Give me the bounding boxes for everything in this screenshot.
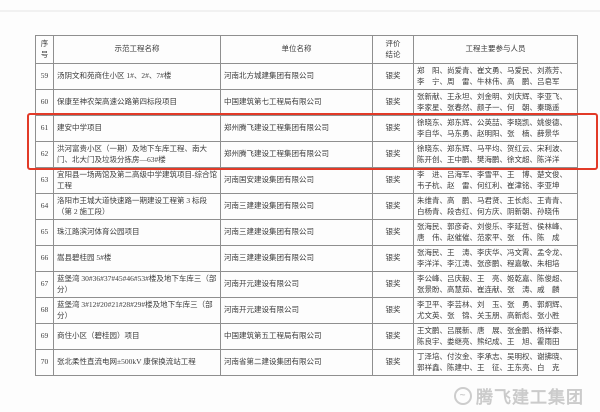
- cell-seq: 64: [35, 193, 54, 220]
- tengfei-bird-logo-icon: ~: [454, 386, 472, 405]
- cell-company: 郑州腾飞建设工程集团有限公司: [220, 115, 373, 142]
- cell-project: 洪河富贵小区（一期）及地下车库工程、南大门、北大门及垃圾分拣房—63#楼: [53, 141, 221, 168]
- cell-seq: 65: [35, 219, 54, 246]
- cell-project: 保康至神农架高速公路第四标段项目: [53, 89, 221, 116]
- cell-company: 中国建筑第五工程局有限公司: [220, 323, 373, 350]
- cell-seq: 62: [35, 141, 54, 168]
- cell-project: 建安中学项目: [53, 115, 221, 142]
- cell-people: 徐晓东、郑东辉、马平均、贺红云、宋利波、陈开创、王中鹏、樊海鹏、徐文超、陈洋洋: [413, 141, 578, 168]
- cell-result: 银奖: [372, 141, 414, 168]
- cell-result: 银奖: [372, 63, 414, 90]
- cell-seq: 59: [35, 63, 54, 90]
- cell-project: 嵩县碧桂园 5#楼: [53, 245, 221, 272]
- cell-result: 银奖: [372, 245, 414, 272]
- watermark: ~ 腾飞建工集团: [454, 383, 584, 408]
- header-cell-1: 示范工程名称: [53, 35, 221, 64]
- cell-company: 河南开元建设有限公司: [220, 297, 373, 324]
- cell-company: 郑州腾飞建设工程集团有限公司: [220, 141, 373, 168]
- cell-people: 李公峰、吕庆毅、王 亮、姬乾嘉、陈俊超、张景盼、高慧茹、崔连献、张 涛、戚 麟: [413, 271, 578, 298]
- cell-people: 朱维青、高 鹏、马君贤、王长彪、王青青、白杨青、段杏红、何方庆、阴新朝、孙晓伟: [413, 193, 578, 220]
- cell-people: 张海民、郭彦奇、刘俊乐、李延哲、侯林峰、唐 伟、赵催催、范家平、张 伟、陈 成: [413, 219, 578, 246]
- cell-project: 商住小区（碧桂园）项目: [53, 323, 221, 350]
- header-cell-2: 单位名称: [220, 35, 373, 64]
- table-row: 61 建安中学项目 郑州腾飞建设工程集团有限公司 银奖 徐晓东、郑东辉、公英喆、李晓凯、…: [35, 115, 578, 142]
- cell-result: 银奖: [372, 89, 414, 116]
- cell-people: 张新献、王永坦、刘金明、刘庆辉、李亚飞、李家星、张春然、颜子一、何 朝、秦璐遥: [413, 89, 578, 116]
- cell-result: 银奖: [372, 167, 414, 194]
- cell-seq: 68: [35, 297, 54, 324]
- header-cell-3: 评价 结论: [372, 35, 414, 64]
- cell-project: 洛阳市王城大道快速路一期建设工程第 3 标段（第 2 施工段）: [53, 193, 221, 220]
- cell-result: 银奖: [372, 271, 414, 298]
- cell-project: 珠江路滨河体育公园项目: [53, 219, 221, 246]
- cell-project: 蓝堡湾 3#12#20#21#28#29#楼及地下车库三（部分）: [53, 297, 221, 324]
- watermark-text: 腾飞建工集团: [476, 388, 584, 407]
- table-row: 69 商住小区（碧桂园）项目 中国建筑第五工程局有限公司 银奖 王文鹏、吕展新、唐 展、…: [35, 323, 578, 350]
- cell-result: 银奖: [372, 323, 414, 350]
- cell-result: 银奖: [372, 297, 414, 324]
- cell-project: 宜阳县一场两馆及第二高级中学建筑项目-综合馆工程: [53, 167, 221, 194]
- table-row: 67 蓝堡湾 30#36#37#45#46#53#楼及地下车库三（部分） 河南开元建…: [35, 271, 578, 298]
- cell-result: 银奖: [372, 193, 414, 220]
- cell-company: 中国建筑第七工程局有限公司: [220, 89, 373, 116]
- table-row: 66 嵩县碧桂园 5#楼 河南三建建设集团有限公司 银奖 张海民、王 涛、李庆华、冯文霄…: [35, 245, 578, 272]
- table-row: 64 洛阳市王城大道快速路一期建设工程第 3 标段（第 2 施工段） 河南三建建设集…: [35, 193, 578, 220]
- cell-seq: 63: [35, 167, 54, 194]
- cell-seq: 61: [35, 115, 54, 142]
- table-row: 59 汤阴文和苑商住小区 1#、2#、7#楼 河南北方城建集团有限公司 银奖郑 阳、尚…: [35, 63, 578, 90]
- projects-table: 序号 示范工程名称 单位名称 评价 结论 工程主要参与人员 59 汤阴文和苑商住小区 1#…: [35, 35, 578, 376]
- table-row: 60 保康至神农架高速公路第四标段项目 中国建筑第七工程局有限公司 银奖 张新献、王永坦…: [35, 89, 578, 116]
- scan-artifact-line: [0, 10, 600, 12]
- cell-result: 银奖: [372, 349, 414, 376]
- cell-company: 河南省第二建设集团有限公司: [220, 349, 373, 376]
- cell-project: 张北柔性直流电网±500kV 康保换流站工程: [53, 349, 221, 376]
- cell-seq: 60: [35, 89, 54, 116]
- cell-people: 李卫平、李芸林、刘 玉、张 勇、郭炯辉、尤文英、张 锦、关玉朋、高新彪、张小胜: [413, 297, 578, 324]
- cell-company: 河南三建建设集团有限公司: [220, 219, 373, 246]
- cell-people: 王文鹏、吕展新、唐 展、张金鹏、杨祥泰、陈良宇、娄继亮、熊纪成、王 旭、霍雨田: [413, 323, 578, 350]
- table-row: 62 洪河富贵小区（一期）及地下车库工程、南大门、北大门及垃圾分拣房—63#楼 郑州…: [35, 141, 578, 168]
- table-row: 65 珠江路滨河体育公园项目 河南三建建设集团有限公司 银奖 张海民、郭彦奇、刘俊乐、李…: [35, 219, 578, 246]
- cell-company: 河南开元建设有限公司: [220, 271, 373, 298]
- cell-result: 银奖: [372, 219, 414, 246]
- cell-people: 李 进、吕海军、李雪平、王 博、楚文俊、韦子杭、赵 雷、何红利、崔津铭、李亚坤: [413, 167, 578, 194]
- cell-seq: 67: [35, 271, 54, 298]
- header-cell-0: 序号: [35, 35, 54, 64]
- table-row: 68 蓝堡湾 3#12#20#21#28#29#楼及地下车库三（部分） 河南开元建设…: [35, 297, 578, 324]
- cell-people: 徐晓东、郑东辉、公英喆、李晓凯、姚俊德、李自华、马东勇、赵明阳、张 楠、薛景华: [413, 115, 578, 142]
- cell-people: 丁泽培、付汝金、李承志、吴明权、谢拂晓、郭祥鑫、陈建中、王 征、王东亮、白 克: [413, 349, 578, 376]
- cell-seq: 69: [35, 323, 54, 350]
- cell-company: 河南三建建设集团有限公司: [220, 245, 373, 272]
- cell-seq: 66: [35, 245, 54, 272]
- cell-project: 蓝堡湾 30#36#37#45#46#53#楼及地下车库三（部分）: [53, 271, 221, 298]
- cell-project: 汤阴文和苑商住小区 1#、2#、7#楼: [53, 63, 221, 90]
- cell-people: 张海民、王 涛、李庆华、冯文霄、孟令龙、李洋洋、李江涛、张彦鹏、程嘉敏、朱相培: [413, 245, 578, 272]
- table-body: 59 汤阴文和苑商住小区 1#、2#、7#楼 河南北方城建集团有限公司 银奖郑 阳、尚…: [35, 63, 578, 376]
- table-row: 63 宜阳县一场两馆及第二高级中学建筑项目-综合馆工程 河南国安建设集团有限公司 银奖…: [35, 167, 578, 194]
- cell-people: 郑 阳、尚爱青、崔文勇、马爱民、刘燕芳、李 宁、周 雷、牛林伟、高 鹏、吕皂军: [413, 63, 578, 90]
- cell-company: 河南国安建设集团有限公司: [220, 167, 373, 194]
- table-header-row: 序号 示范工程名称 单位名称 评价 结论 工程主要参与人员: [35, 35, 578, 64]
- cell-company: 河南三建建设集团有限公司: [220, 193, 373, 220]
- header-cell-4: 工程主要参与人员: [413, 35, 578, 64]
- cell-result: 银奖: [372, 115, 414, 142]
- cell-company: 河南北方城建集团有限公司: [220, 63, 373, 90]
- cell-seq: 70: [35, 349, 54, 376]
- table-row: 70 张北柔性直流电网±500kV 康保换流站工程 河南省第二建设集团有限公司 银奖丁…: [35, 349, 578, 376]
